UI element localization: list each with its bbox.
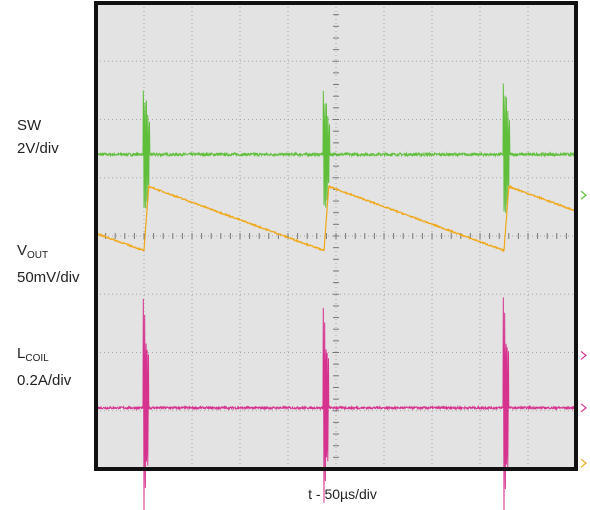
vout-trace [95,184,577,253]
sw-trace [95,83,577,213]
lcoil-main-text: L [17,345,26,362]
plot-frame [94,1,578,471]
sw-channel-marker [580,190,587,200]
vout-name-label: VOUT [17,241,48,266]
lcoil-name-label: LCOIL [17,344,49,369]
channel-markers [580,190,587,468]
lcoil-scale-text: 0.2A/div [17,372,72,389]
sw-scale-text: 2V/div [17,140,59,157]
vout-channel-marker [580,458,587,468]
vout-scale-label: 50mV/div [17,268,80,288]
trigger-marker [580,350,587,360]
x-axis-label: t - 50µs/div [308,486,377,502]
center-axis-ticks [105,14,567,458]
vout-main-text: V [17,242,28,259]
vout-scale-text: 50mV/div [17,269,80,286]
sw-scale-label: 2V/div [17,139,59,159]
sw-name-label: SW [17,116,41,136]
lcoil-scale-label: 0.2A/div [17,371,71,391]
lcoil-channel-marker [580,403,587,413]
vout-sub-text: OUT [27,250,49,261]
lcoil-sub-text: COIL [25,353,49,364]
sw-name-text: SW [17,117,42,134]
lcoil-trace [95,297,577,510]
